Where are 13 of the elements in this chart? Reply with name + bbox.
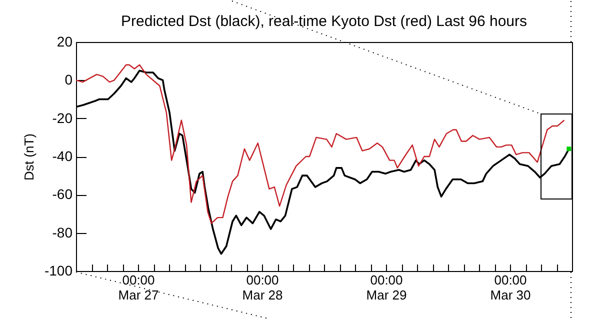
y-tick-label: 0 (64, 72, 73, 88)
x-tick-label: 00:00 Mar 27 (118, 272, 159, 302)
chart-title: Predicted Dst (black), real-time Kyoto Dst (red) Last 96 hours (121, 13, 527, 30)
y-axis-title: Dst (nT) (21, 134, 36, 180)
y-tick-label: -80 (52, 224, 73, 240)
y-tick-label: 20 (56, 34, 73, 50)
x-tick-label: 00:00 Mar 29 (366, 272, 407, 302)
y-tick-label: -20 (52, 110, 73, 126)
y-tick-label: -60 (52, 186, 73, 202)
x-tick-label: 00:00 Mar 30 (490, 272, 531, 302)
x-tick-label: 00:00 Mar 28 (242, 272, 283, 302)
y-tick-label: -40 (52, 148, 73, 164)
y-tick-label: -100 (44, 262, 73, 278)
